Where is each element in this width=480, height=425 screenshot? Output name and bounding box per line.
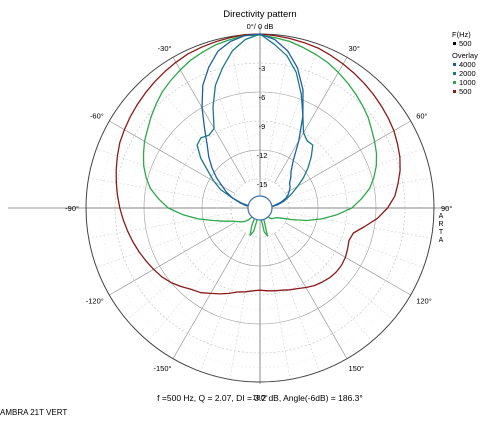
radial-tick-label: -9 — [259, 122, 266, 131]
legend-label: 1000 — [459, 78, 476, 87]
radial-tick-label: -12 — [257, 151, 268, 160]
angle-label: 90° — [441, 204, 452, 213]
grid-spoke — [264, 36, 291, 180]
legend: F(Hz) 500 Overlay 4000 2000 1000 500 — [452, 30, 478, 96]
top-label: 0°/ 0 dB — [247, 22, 274, 31]
angle-label: 150° — [349, 364, 365, 373]
grid-spoke — [126, 226, 238, 321]
legend-swatch — [453, 63, 456, 67]
angle-label: 30° — [349, 44, 360, 53]
grid-spoke — [147, 230, 242, 342]
legend-swatch — [453, 72, 456, 76]
legend-swatch — [453, 81, 456, 85]
legend-entries: 4000 2000 1000 500 — [452, 60, 478, 96]
angle-label: -90° — [65, 204, 79, 213]
chart-title: Directivity pattern — [223, 9, 296, 20]
grid-minor-ring — [129, 77, 391, 339]
series-500-line — [115, 33, 401, 295]
radial-tick-label: -6 — [259, 93, 266, 102]
grid-spoke — [264, 236, 291, 380]
center-hub — [247, 195, 273, 221]
grid-spoke — [287, 217, 424, 268]
grid-spoke — [109, 222, 236, 296]
legend-current-swatch — [453, 42, 456, 46]
angle-label: -60° — [90, 112, 104, 121]
angle-label: 180° — [252, 393, 268, 402]
grid-spoke — [269, 235, 320, 372]
grid-spoke — [200, 44, 251, 181]
grid-spoke — [288, 212, 432, 239]
footer-model-name: AMBRA 21T VERT — [0, 408, 68, 417]
radial-tick-label: -3 — [259, 64, 266, 73]
legend-entry: 1000 — [452, 78, 478, 87]
angle-label: 60° — [416, 112, 427, 121]
radial-tick-label: -15 — [257, 180, 268, 189]
legend-label: 500 — [459, 87, 472, 96]
polar-grid — [8, 26, 448, 384]
grid-spoke — [96, 217, 233, 268]
legend-swatch — [453, 90, 456, 94]
grid-spoke — [274, 57, 348, 184]
grid-minor-ring — [100, 48, 420, 368]
grid-spoke — [229, 36, 256, 180]
grid-minor-ring — [158, 106, 362, 310]
grid-spoke — [284, 120, 411, 194]
legend-entry: 4000 — [452, 60, 478, 69]
grid-minor-ring — [187, 135, 333, 281]
legend-entry: 2000 — [452, 69, 478, 78]
side-label-letter: R — [438, 221, 443, 228]
side-label-letter: T — [439, 229, 444, 236]
grid-ring — [230, 178, 290, 238]
grid-spoke — [200, 235, 251, 372]
angle-label: -30° — [158, 44, 172, 53]
grid-spoke — [126, 95, 238, 190]
grid-spoke — [147, 74, 242, 186]
grid-minor-ring — [216, 164, 304, 252]
angle-label: 120° — [416, 297, 432, 306]
label-layer: 30° 60° 90° 120° 150° 180° -150° -120° -90° -60° -… — [65, 44, 452, 402]
side-label-letter: A — [439, 213, 444, 220]
grid-spoke — [96, 148, 233, 199]
grid-spoke — [287, 148, 424, 199]
grid-spoke — [288, 177, 432, 204]
grid-spoke — [274, 232, 348, 359]
legend-current: 500 — [452, 39, 478, 48]
grid-ring — [114, 62, 406, 354]
caption: f =500 Hz, Q = 2.07, DI = 3.2 dB, Angle(… — [157, 393, 363, 403]
angle-label: -120° — [86, 297, 104, 306]
grid-ring — [201, 149, 319, 267]
legend-label: 4000 — [459, 60, 476, 69]
legend-label: 2000 — [459, 69, 476, 78]
legend-header: F(Hz) — [452, 30, 471, 39]
grid-ring — [143, 91, 377, 325]
grid-spoke — [284, 222, 411, 296]
legend-entry: 500 — [452, 87, 478, 96]
side-label-letter: A — [439, 237, 444, 244]
angle-label: -150° — [153, 364, 171, 373]
grid-spoke — [282, 95, 394, 190]
legend-current-label: 500 — [459, 39, 472, 48]
grid-ring — [172, 120, 348, 296]
grid-spoke — [282, 226, 394, 321]
legend-overlay-title: Overlay — [452, 51, 478, 60]
series-4000-line — [201, 33, 304, 209]
